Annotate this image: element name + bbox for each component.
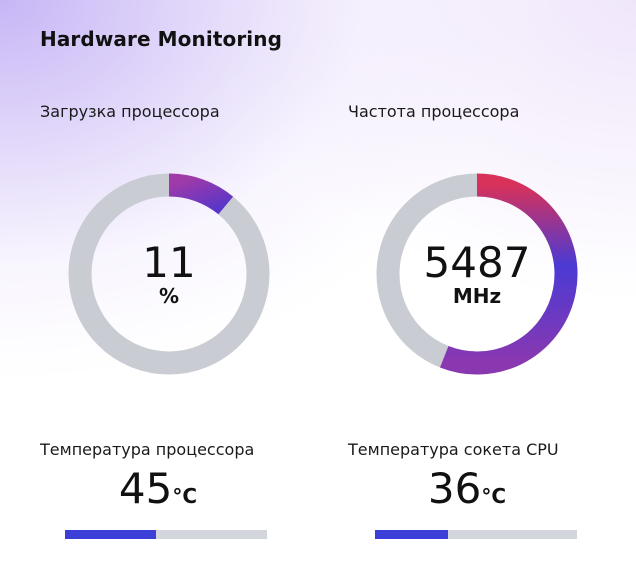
- socket-temperature-label: Температура сокета CPU: [348, 440, 559, 459]
- cpu-load-label: Загрузка процессора: [40, 102, 220, 121]
- cpu-frequency-arc: [440, 173, 578, 375]
- cpu-temperature-unit: °C: [172, 484, 198, 508]
- cpu-load-readout: 11 %: [68, 173, 270, 375]
- socket-temperature-readout: 36°C: [366, 466, 568, 512]
- cpu-temperature-bar: [65, 530, 267, 539]
- cpu-temperature-label: Температура процессора: [40, 440, 255, 459]
- cpu-frequency-gauge: 5487 MHz: [376, 173, 578, 375]
- socket-temperature-unit: °C: [481, 484, 507, 508]
- ring-gauge-icon: [68, 173, 270, 375]
- cpu-frequency-label: Частота процессора: [348, 102, 520, 121]
- socket-temperature-bar: [375, 530, 577, 539]
- cpu-load-arc: [168, 173, 234, 215]
- cpu-frequency-value: 5487: [423, 238, 531, 287]
- page-title: Hardware Monitoring: [40, 27, 282, 51]
- cpu-temperature-bar-fill: [65, 530, 156, 539]
- cpu-temperature-readout: 45°C: [57, 466, 259, 512]
- cpu-load-value: 11: [142, 238, 196, 287]
- cpu-frequency-readout: 5487 MHz: [376, 173, 578, 375]
- cpu-frequency-unit: MHz: [452, 284, 502, 308]
- cpu-load-unit: %: [158, 284, 180, 308]
- socket-temperature-value: 36: [427, 464, 482, 513]
- cpu-load-gauge: 11 %: [68, 173, 270, 375]
- socket-temperature-bar-fill: [375, 530, 448, 539]
- cpu-temperature-value: 45: [118, 464, 173, 513]
- ring-gauge-icon: [376, 173, 578, 375]
